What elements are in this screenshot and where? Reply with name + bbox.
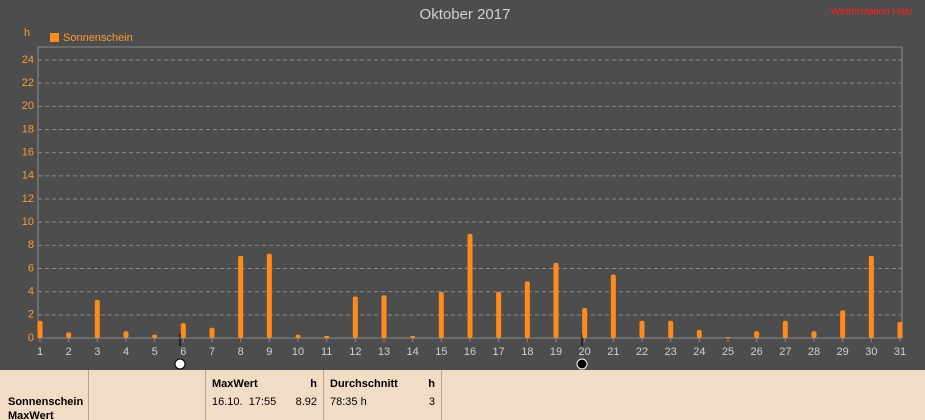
y-tick-label: 2 bbox=[28, 309, 34, 321]
y-tick-label: 0 bbox=[28, 332, 34, 344]
bar bbox=[37, 320, 43, 338]
x-tick-label: 10 bbox=[292, 346, 304, 358]
chart-title: Oktober 2017 bbox=[420, 6, 511, 23]
new-moon-icon bbox=[576, 358, 588, 370]
bar bbox=[811, 331, 817, 338]
x-tick-label: 24 bbox=[693, 346, 705, 358]
bar bbox=[553, 262, 559, 338]
x-tick-label: 29 bbox=[837, 346, 849, 358]
bar bbox=[868, 255, 874, 338]
y-tick-label: 10 bbox=[22, 216, 34, 228]
bar bbox=[782, 320, 788, 338]
block-cell: 8.92 bbox=[295, 396, 317, 408]
x-tick-label: 2 bbox=[66, 346, 72, 358]
legend-swatch bbox=[50, 33, 59, 42]
x-tick-label: 1 bbox=[37, 346, 43, 358]
y-tick-label: 6 bbox=[28, 262, 34, 274]
y-tick-label: 20 bbox=[22, 100, 34, 112]
bar bbox=[324, 335, 330, 338]
bar bbox=[152, 334, 158, 338]
bar bbox=[180, 323, 186, 338]
x-tick-label: 13 bbox=[378, 346, 390, 358]
x-tick-label: 25 bbox=[722, 346, 734, 358]
x-tick-label: 19 bbox=[550, 346, 562, 358]
y-tick-label: 14 bbox=[22, 170, 34, 182]
legend-label: Sonnenschein bbox=[63, 32, 133, 44]
y-tick-label: 12 bbox=[22, 193, 34, 205]
bar bbox=[123, 331, 129, 338]
row-label: MaxWert bbox=[8, 410, 54, 420]
chart: Oktober 2017 Wetterstation Hatz h Sonnen… bbox=[22, 6, 913, 370]
bar bbox=[582, 308, 588, 338]
y-axis-label: h bbox=[24, 27, 30, 39]
y-tick-label: 22 bbox=[22, 77, 34, 89]
block: Durchschnitt h 78:35 h 3 bbox=[324, 370, 442, 420]
x-tick-label: 26 bbox=[751, 346, 763, 358]
bar bbox=[410, 335, 416, 338]
row-label: Sonnenschein bbox=[8, 396, 84, 408]
bar bbox=[381, 295, 387, 338]
x-tick-label: 28 bbox=[808, 346, 820, 358]
bar bbox=[295, 334, 301, 338]
block-unit: h bbox=[310, 378, 317, 390]
bar bbox=[352, 296, 358, 338]
x-tick-label: 11 bbox=[321, 346, 332, 358]
x-tick-label: 3 bbox=[94, 346, 100, 358]
block-unit: h bbox=[428, 378, 435, 390]
x-tick-label: 21 bbox=[607, 346, 619, 358]
bar bbox=[696, 330, 702, 338]
block-cell: 78:35 h bbox=[330, 396, 367, 408]
x-tick-label: 12 bbox=[349, 346, 361, 358]
x-tick-label: 8 bbox=[238, 346, 244, 358]
x-tick-label: 15 bbox=[435, 346, 447, 358]
bar bbox=[897, 321, 903, 338]
bar bbox=[639, 320, 645, 338]
block-title: MaxWert bbox=[212, 378, 258, 390]
block-cell: 3 bbox=[428, 396, 435, 408]
x-tick-label: 30 bbox=[865, 346, 877, 358]
x-tick-label: 22 bbox=[636, 346, 648, 358]
bar bbox=[238, 255, 244, 338]
bar bbox=[840, 310, 846, 338]
bar bbox=[94, 299, 100, 338]
x-tick-label: 16 bbox=[464, 346, 476, 358]
x-tick-label: 5 bbox=[152, 346, 158, 358]
empty-cell bbox=[89, 370, 206, 420]
row-labels: Sonnenschein MaxWert bbox=[0, 370, 89, 420]
x-tick-label: 27 bbox=[779, 346, 791, 358]
x-tick-label: 6 bbox=[180, 346, 186, 358]
x-tick-label: 20 bbox=[579, 346, 591, 358]
bar bbox=[438, 291, 444, 338]
bar bbox=[209, 327, 215, 338]
block-cell: 16.10. 17:55 bbox=[212, 396, 277, 408]
x-tick-label: 23 bbox=[665, 346, 677, 358]
y-tick-label: 16 bbox=[22, 147, 34, 159]
x-tick-label: 14 bbox=[407, 346, 419, 358]
bar bbox=[668, 320, 674, 338]
y-tick-label: 24 bbox=[22, 54, 34, 66]
bar bbox=[496, 291, 502, 338]
bar bbox=[266, 253, 272, 338]
bar bbox=[725, 337, 731, 338]
x-tick-label: 9 bbox=[266, 346, 272, 358]
bar bbox=[66, 332, 72, 338]
y-tick-label: 4 bbox=[28, 286, 34, 298]
full-moon-icon bbox=[174, 358, 186, 370]
x-tick-label: 31 bbox=[894, 346, 906, 358]
x-tick-label: 18 bbox=[521, 346, 533, 358]
x-tick-label: 4 bbox=[123, 346, 129, 358]
station-label: Wetterstation Hatz bbox=[831, 7, 913, 18]
bar bbox=[754, 331, 760, 338]
x-tick-label: 7 bbox=[209, 346, 215, 358]
block: MaxWert h 16.10. 17:55 8.92 bbox=[206, 370, 324, 420]
summary-table: Sonnenschein MaxWert MaxWert h 16.10. 17… bbox=[0, 370, 925, 420]
x-tick-label: 17 bbox=[493, 346, 505, 358]
bar bbox=[467, 233, 473, 338]
bar bbox=[610, 274, 616, 338]
y-tick-label: 18 bbox=[22, 123, 34, 135]
y-tick-label: 8 bbox=[28, 239, 34, 251]
bar bbox=[524, 281, 530, 338]
block-title: Durchschnitt bbox=[330, 378, 398, 390]
